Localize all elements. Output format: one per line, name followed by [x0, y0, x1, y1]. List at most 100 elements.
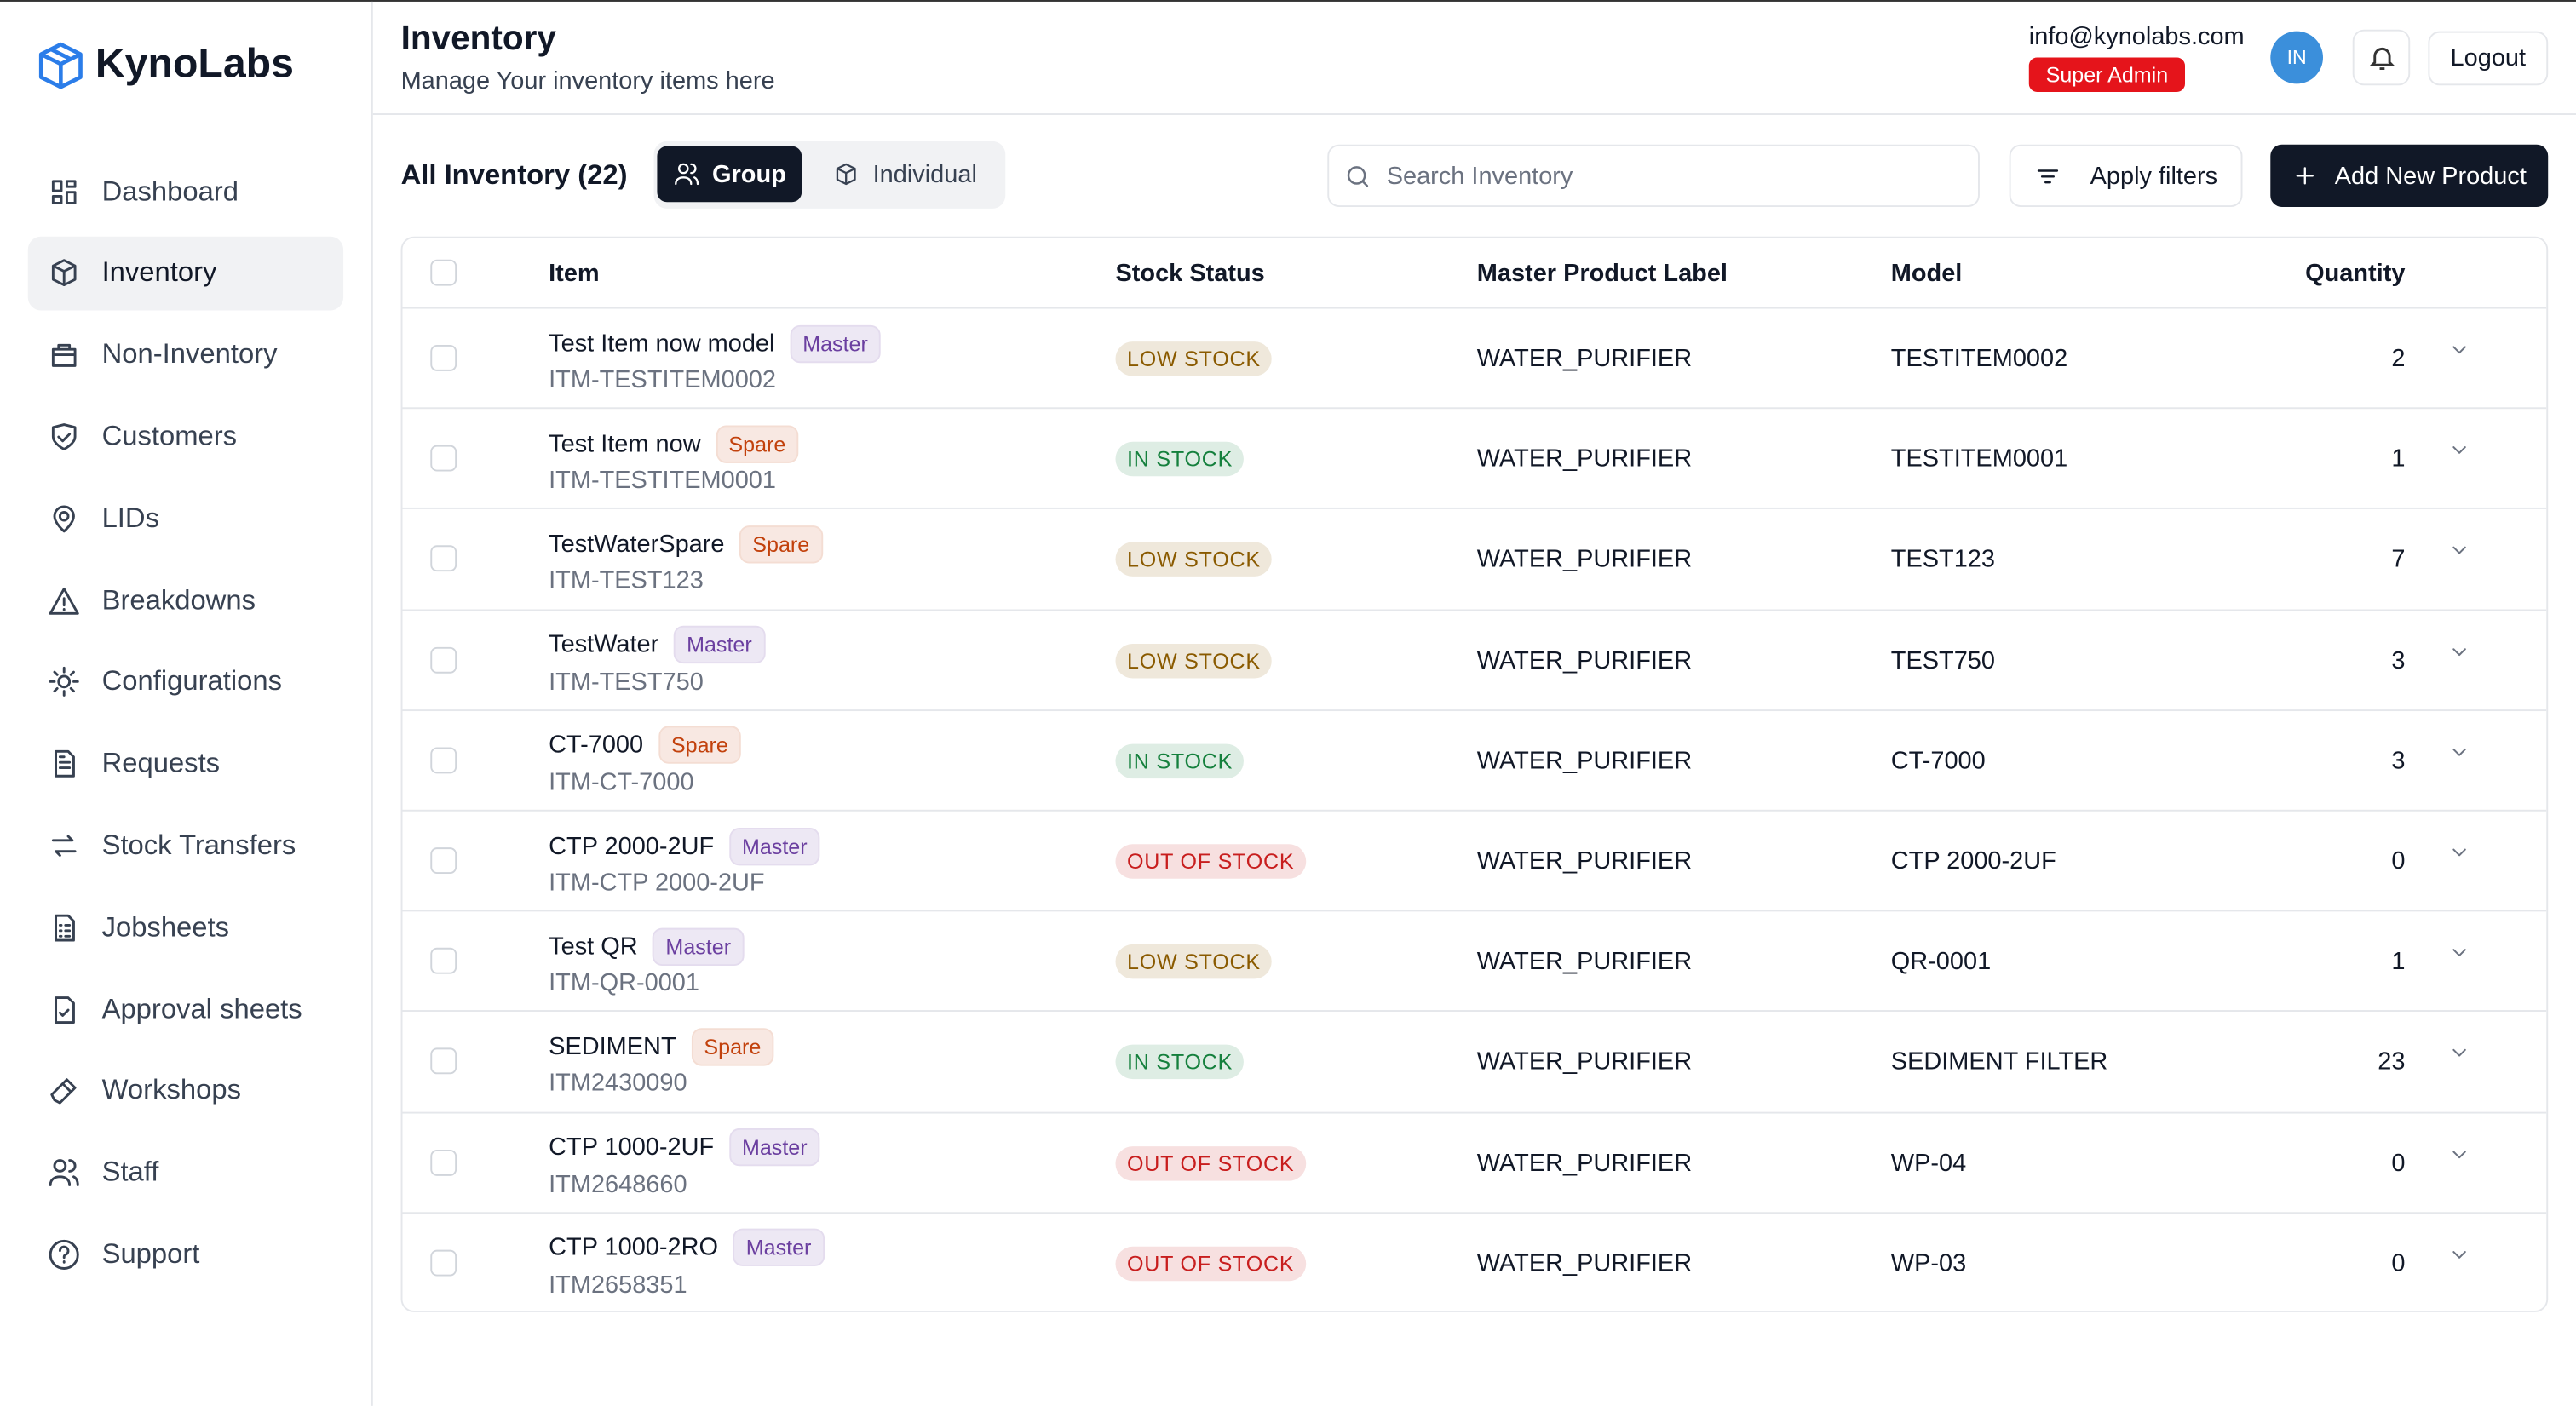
notifications-button[interactable] — [2352, 29, 2411, 86]
row-checkbox[interactable] — [430, 1249, 457, 1277]
status-cell: OUT OF STOCK — [1115, 1113, 1306, 1214]
nav-item[interactable]: Non-Inventory — [28, 318, 343, 392]
expand-button[interactable] — [2448, 841, 2471, 870]
icon — [2452, 1150, 2466, 1158]
nav-item[interactable]: LIDs — [28, 481, 343, 555]
icon — [51, 422, 77, 450]
nav-label: Workshops — [101, 1074, 241, 1106]
item-code: ITM2430090 — [549, 1070, 687, 1099]
nav-item[interactable]: Stock Transfers — [28, 809, 343, 883]
row-checkbox[interactable] — [430, 847, 457, 874]
status-badge: IN STOCK — [1115, 1045, 1245, 1080]
expand-button[interactable] — [2448, 1243, 2471, 1273]
status-badge: LOW STOCK — [1115, 643, 1273, 678]
nav-item[interactable]: Configurations — [28, 646, 343, 720]
item-name: Test QR — [549, 932, 638, 961]
icon — [2452, 647, 2466, 656]
item-cell: CT-7000 Spare ITM-CT-7000 — [549, 726, 742, 796]
item-tag: Spare — [658, 726, 742, 765]
row-checkbox[interactable] — [430, 546, 457, 572]
expand-button[interactable] — [2448, 640, 2471, 669]
nav-item[interactable]: Requests — [28, 727, 343, 801]
logout-button[interactable]: Logout — [2428, 31, 2549, 86]
item-tag: Master — [728, 1128, 821, 1167]
icon — [49, 667, 79, 697]
expand-button[interactable] — [2448, 941, 2471, 971]
select-all-checkbox[interactable] — [430, 259, 457, 286]
table-row: Test Item now Spare ITM-TESTITEM0001 IN STO… — [402, 407, 2547, 510]
item-name: Test Item now model — [549, 329, 775, 358]
filter-button[interactable]: Apply filters — [2009, 144, 2243, 207]
item-code: ITM2658351 — [549, 1271, 687, 1300]
user-email: info@kynolabs.com — [2028, 22, 2245, 51]
quantity-cell: 3 — [2391, 747, 2406, 775]
icon — [2452, 446, 2466, 455]
model-cell: TEST750 — [1890, 646, 1996, 674]
model-cell: CTP 2000-2UF — [1890, 847, 2056, 875]
nav-item[interactable]: Jobsheets — [28, 891, 343, 965]
status-cell: LOW STOCK — [1115, 912, 1273, 1013]
add-product-button[interactable]: Add New Product — [2270, 144, 2549, 207]
item-cell: CTP 1000-2UF Master ITM2648660 — [549, 1128, 821, 1198]
table-row: SEDIMENT Spare ITM2430090 IN STOCK WATER_PUR… — [402, 1010, 2547, 1113]
status-cell: OUT OF STOCK — [1115, 1214, 1306, 1311]
table-row: CTP 1000-2UF Master ITM2648660 OUT OF STOCK… — [402, 1110, 2547, 1214]
quantity-cell: 1 — [2391, 445, 2406, 473]
item-cell: TestWater Master ITM-TEST750 — [549, 625, 766, 696]
row-checkbox[interactable] — [430, 445, 457, 472]
icon — [55, 996, 75, 1024]
item-line: Test QR Master — [549, 927, 745, 966]
table-row: CTP 1000-2RO Master ITM2658351 OUT OF STOCK… — [402, 1211, 2547, 1311]
row-checkbox[interactable] — [430, 646, 457, 673]
row-checkbox[interactable] — [430, 1048, 457, 1076]
nav-item[interactable]: Workshops — [28, 1054, 343, 1128]
quantity-cell: 3 — [2391, 646, 2406, 674]
nav-item[interactable]: Staff — [28, 1136, 343, 1210]
nav-item[interactable]: Customers — [28, 399, 343, 473]
item-name: TestWaterSpare — [549, 530, 725, 559]
item-name: Test Item now — [549, 429, 701, 458]
nav-item[interactable]: Approval sheets — [28, 973, 343, 1047]
view-button[interactable]: Group — [657, 146, 802, 203]
item-line: Test Item now Spare — [549, 424, 799, 463]
nav-item[interactable]: Support — [28, 1218, 343, 1292]
status-badge: IN STOCK — [1115, 442, 1245, 477]
icon — [1347, 165, 1369, 187]
status-badge: LOW STOCK — [1115, 341, 1273, 376]
icon — [55, 750, 75, 778]
nav-item[interactable]: Breakdowns — [28, 563, 343, 637]
header: Inventory Manage Your inventory items he… — [372, 2, 2576, 115]
nav-item[interactable]: Inventory — [27, 236, 344, 311]
row-checkbox[interactable] — [430, 747, 457, 773]
icon — [51, 179, 77, 204]
expand-button[interactable] — [2448, 439, 2471, 468]
icon — [49, 586, 79, 614]
expand-button[interactable] — [2448, 539, 2471, 569]
view-button[interactable]: Individual — [808, 146, 1003, 203]
expand-button[interactable] — [2448, 1042, 2471, 1071]
search-input[interactable]: Search Inventory — [1327, 144, 1980, 207]
inventory-table: Item Stock Status Master Product Label Mode… — [400, 236, 2549, 1312]
table-row: CTP 2000-2UF Master ITM-CTP 2000-2UF OUT OF… — [402, 809, 2547, 912]
expand-button[interactable] — [2448, 1143, 2471, 1173]
row-checkbox[interactable] — [430, 948, 457, 975]
item-cell: Test Item now model Master ITM-TESTITEM000… — [549, 324, 882, 394]
item-code: ITM-CT-7000 — [549, 768, 694, 796]
column-header: Item — [549, 259, 600, 288]
nav-label: Jobsheets — [101, 910, 230, 943]
row-checkbox[interactable] — [430, 344, 457, 371]
icon — [2452, 949, 2466, 957]
nav-label: Requests — [101, 747, 221, 779]
icon — [50, 1078, 77, 1105]
quantity-cell: 0 — [2391, 1149, 2406, 1178]
nav-item[interactable]: Dashboard — [28, 154, 343, 228]
expand-button[interactable] — [2448, 740, 2471, 770]
expand-button[interactable] — [2448, 338, 2471, 368]
row-checkbox[interactable] — [430, 1149, 457, 1176]
item-line: TestWater Master — [549, 625, 766, 664]
table-row: Test QR Master ITM-QR-0001 LOW STOCK WATER_P… — [402, 910, 2547, 1013]
page-subtitle: Manage Your inventory items here — [400, 67, 775, 95]
avatar[interactable]: IN — [2270, 31, 2323, 84]
